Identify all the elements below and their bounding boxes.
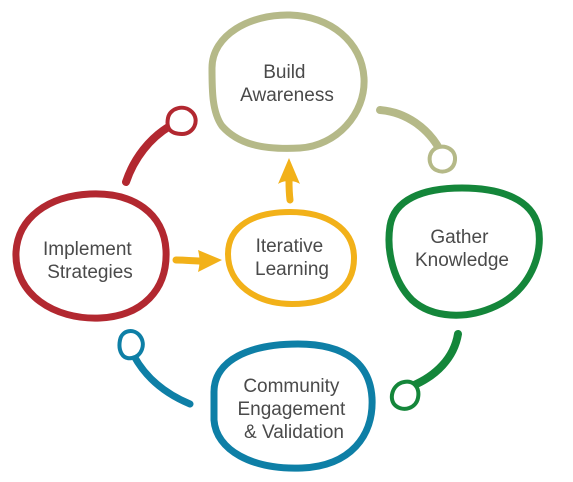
connector-build-to-gather: [376, 106, 458, 174]
connector-community-to-implement-line: [130, 352, 194, 408]
arrow-iterative-to-build-shaft: [285, 176, 294, 204]
connector-gather-to-community: [389, 330, 462, 411]
connector-implement-to-build-drop: [165, 105, 198, 136]
implement-strategies-label: Implement Strategies: [43, 239, 137, 283]
gather-knowledge-outline: [385, 184, 543, 319]
connector-implement-to-build: [122, 105, 198, 186]
connector-community-to-implement-drop: [117, 329, 145, 361]
community-engagement-outline: [210, 340, 376, 472]
connector-implement-to-build-line: [122, 122, 174, 186]
arrow-implement-to-iterative-shaft: [172, 256, 204, 265]
connector-build-to-gather-line: [376, 106, 444, 154]
implement-strategies-outline: [12, 190, 170, 322]
node-gather-knowledge: Gather Knowledge: [385, 184, 543, 319]
iterative-learning-outline: [225, 209, 357, 307]
connector-gather-to-community-line: [408, 330, 462, 390]
node-implement-strategies: Implement Strategies: [12, 190, 170, 322]
arrow-implement-to-iterative: [172, 250, 222, 272]
arrow-iterative-to-build-head: [278, 158, 300, 184]
build-awareness-outline: [208, 11, 368, 152]
iterative-learning-label: Iterative Learning: [255, 236, 329, 280]
arrow-implement-to-iterative-head: [198, 250, 222, 272]
node-community-engagement: Community Engagement & Validation: [210, 340, 376, 472]
build-awareness-label: Build Awareness: [240, 62, 334, 106]
arrow-iterative-to-build: [278, 158, 300, 204]
node-iterative-learning: Iterative Learning: [225, 209, 357, 307]
connector-community-to-implement: [117, 329, 194, 408]
connector-build-to-gather-drop: [427, 144, 458, 174]
community-engagement-label: Community Engagement & Validation: [237, 376, 350, 443]
connector-gather-to-community-drop: [389, 379, 421, 411]
node-build-awareness: Build Awareness: [208, 11, 368, 152]
gather-knowledge-label: Gather Knowledge: [415, 227, 509, 271]
